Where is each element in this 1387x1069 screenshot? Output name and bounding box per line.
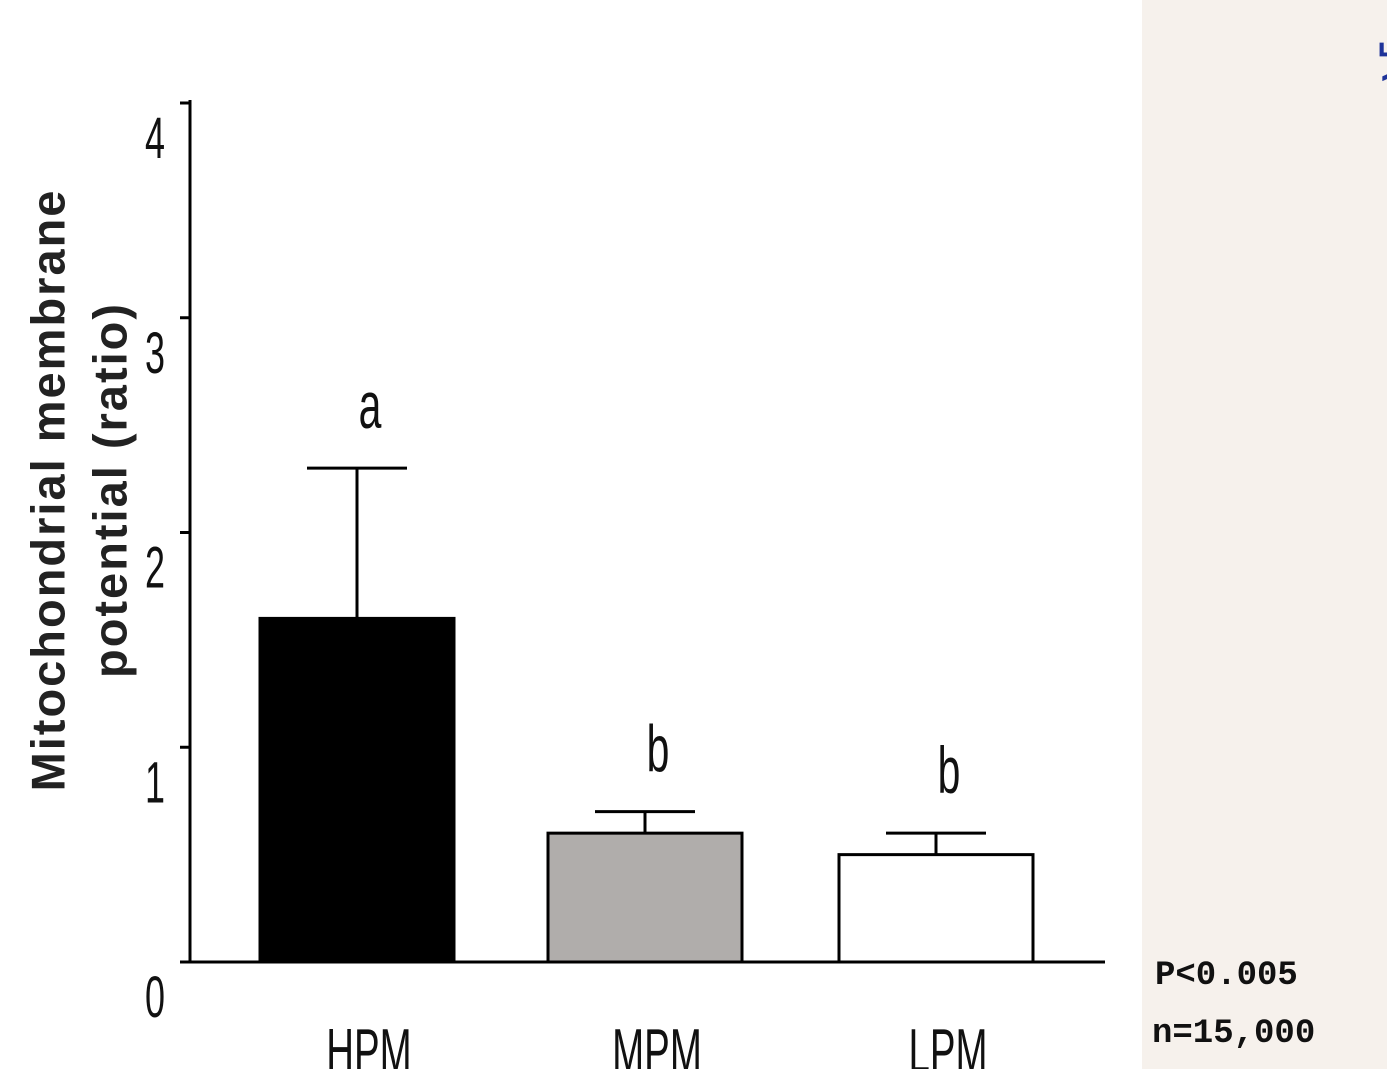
bar <box>258 616 456 964</box>
annotation: b <box>938 733 961 808</box>
y-tick-label: 3 <box>145 321 165 386</box>
bar <box>546 831 744 964</box>
y-label-line: Mitochondrial membrane <box>21 189 74 792</box>
y-axis-label: Mitochondrial membrane potential (ratio) <box>21 189 136 792</box>
y-tick-label: 2 <box>145 536 165 601</box>
y-tick-label: 4 <box>145 106 165 171</box>
note: P<0.005 <box>1155 957 1298 995</box>
bar <box>837 853 1035 964</box>
annotation: b <box>647 712 670 787</box>
note: n=15,000 <box>1152 1015 1315 1053</box>
x-tick-label: HPM <box>326 1016 411 1069</box>
y-tick-label: 0 <box>145 965 165 1030</box>
x-tick-label: MPM <box>612 1016 702 1069</box>
y-label-line: potential (ratio) <box>83 302 136 678</box>
chart-title: מיטוכנדריאלית אינו מהווה פרמטר מבדיל <box>1378 38 1387 90</box>
x-tick-label: LPM <box>908 1016 987 1069</box>
y-tick-label: 1 <box>145 751 165 816</box>
annotation: a <box>359 368 382 443</box>
